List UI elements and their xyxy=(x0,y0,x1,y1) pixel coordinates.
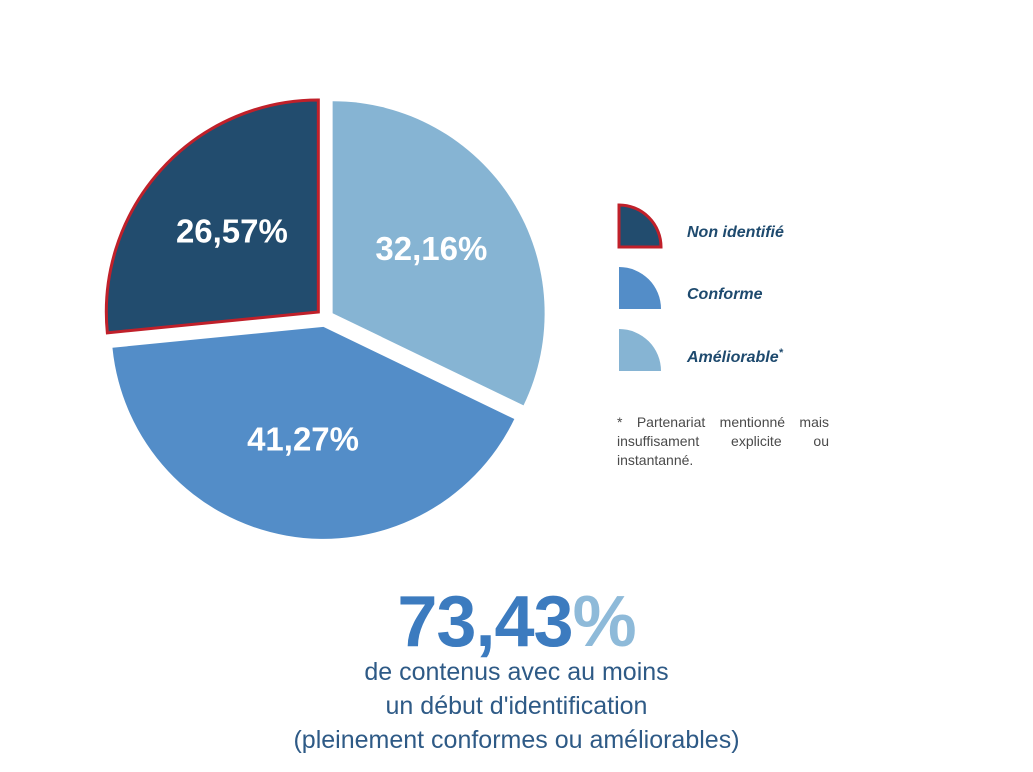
legend-label-non-identifie: Non identifié xyxy=(687,224,784,241)
legend-item-conforme: Conforme xyxy=(617,265,857,327)
legend-asterisk: * xyxy=(778,346,783,359)
legend-label-conforme: Conforme xyxy=(687,286,763,303)
summary-number: 73,43 xyxy=(397,582,573,662)
summary-caption-line-2: un début d'identification xyxy=(385,692,648,720)
pie-slice-1 xyxy=(104,98,320,335)
legend: Non identifié Conforme Améliorable* xyxy=(617,203,857,389)
pie-chart: 26,57% 32,16% 41,27% xyxy=(104,98,545,539)
pie-slice-2 xyxy=(332,101,545,406)
legend-footnote: * Partenariat mentionné mais insuffisame… xyxy=(617,414,829,468)
summary-caption: de contenus avec au moins un début d'ide… xyxy=(0,655,1033,757)
pie-slice-label-2: 32,16% xyxy=(375,230,487,267)
summary-caption-line-1: de contenus avec au moins xyxy=(364,658,669,686)
summary-caption-line-3: (pleinement conformes ou améliorables) xyxy=(293,726,740,754)
legend-swatch-ameliorable xyxy=(619,329,661,371)
legend-item-ameliorable: Améliorable* xyxy=(617,327,857,389)
legend-label-ameliorable: Améliorable* xyxy=(687,346,783,367)
pie-slice-label-1: 26,57% xyxy=(176,212,288,249)
legend-swatch-conforme xyxy=(619,267,661,309)
legend-item-non-identifie: Non identifié xyxy=(617,203,857,265)
pie-slice-3 xyxy=(112,326,515,539)
summary-stat: 73,43% xyxy=(0,582,1033,662)
legend-swatch-non-identifie xyxy=(617,203,663,249)
summary-percent-sign: % xyxy=(572,582,637,662)
pie-slice-label-3: 41,27% xyxy=(247,420,359,457)
